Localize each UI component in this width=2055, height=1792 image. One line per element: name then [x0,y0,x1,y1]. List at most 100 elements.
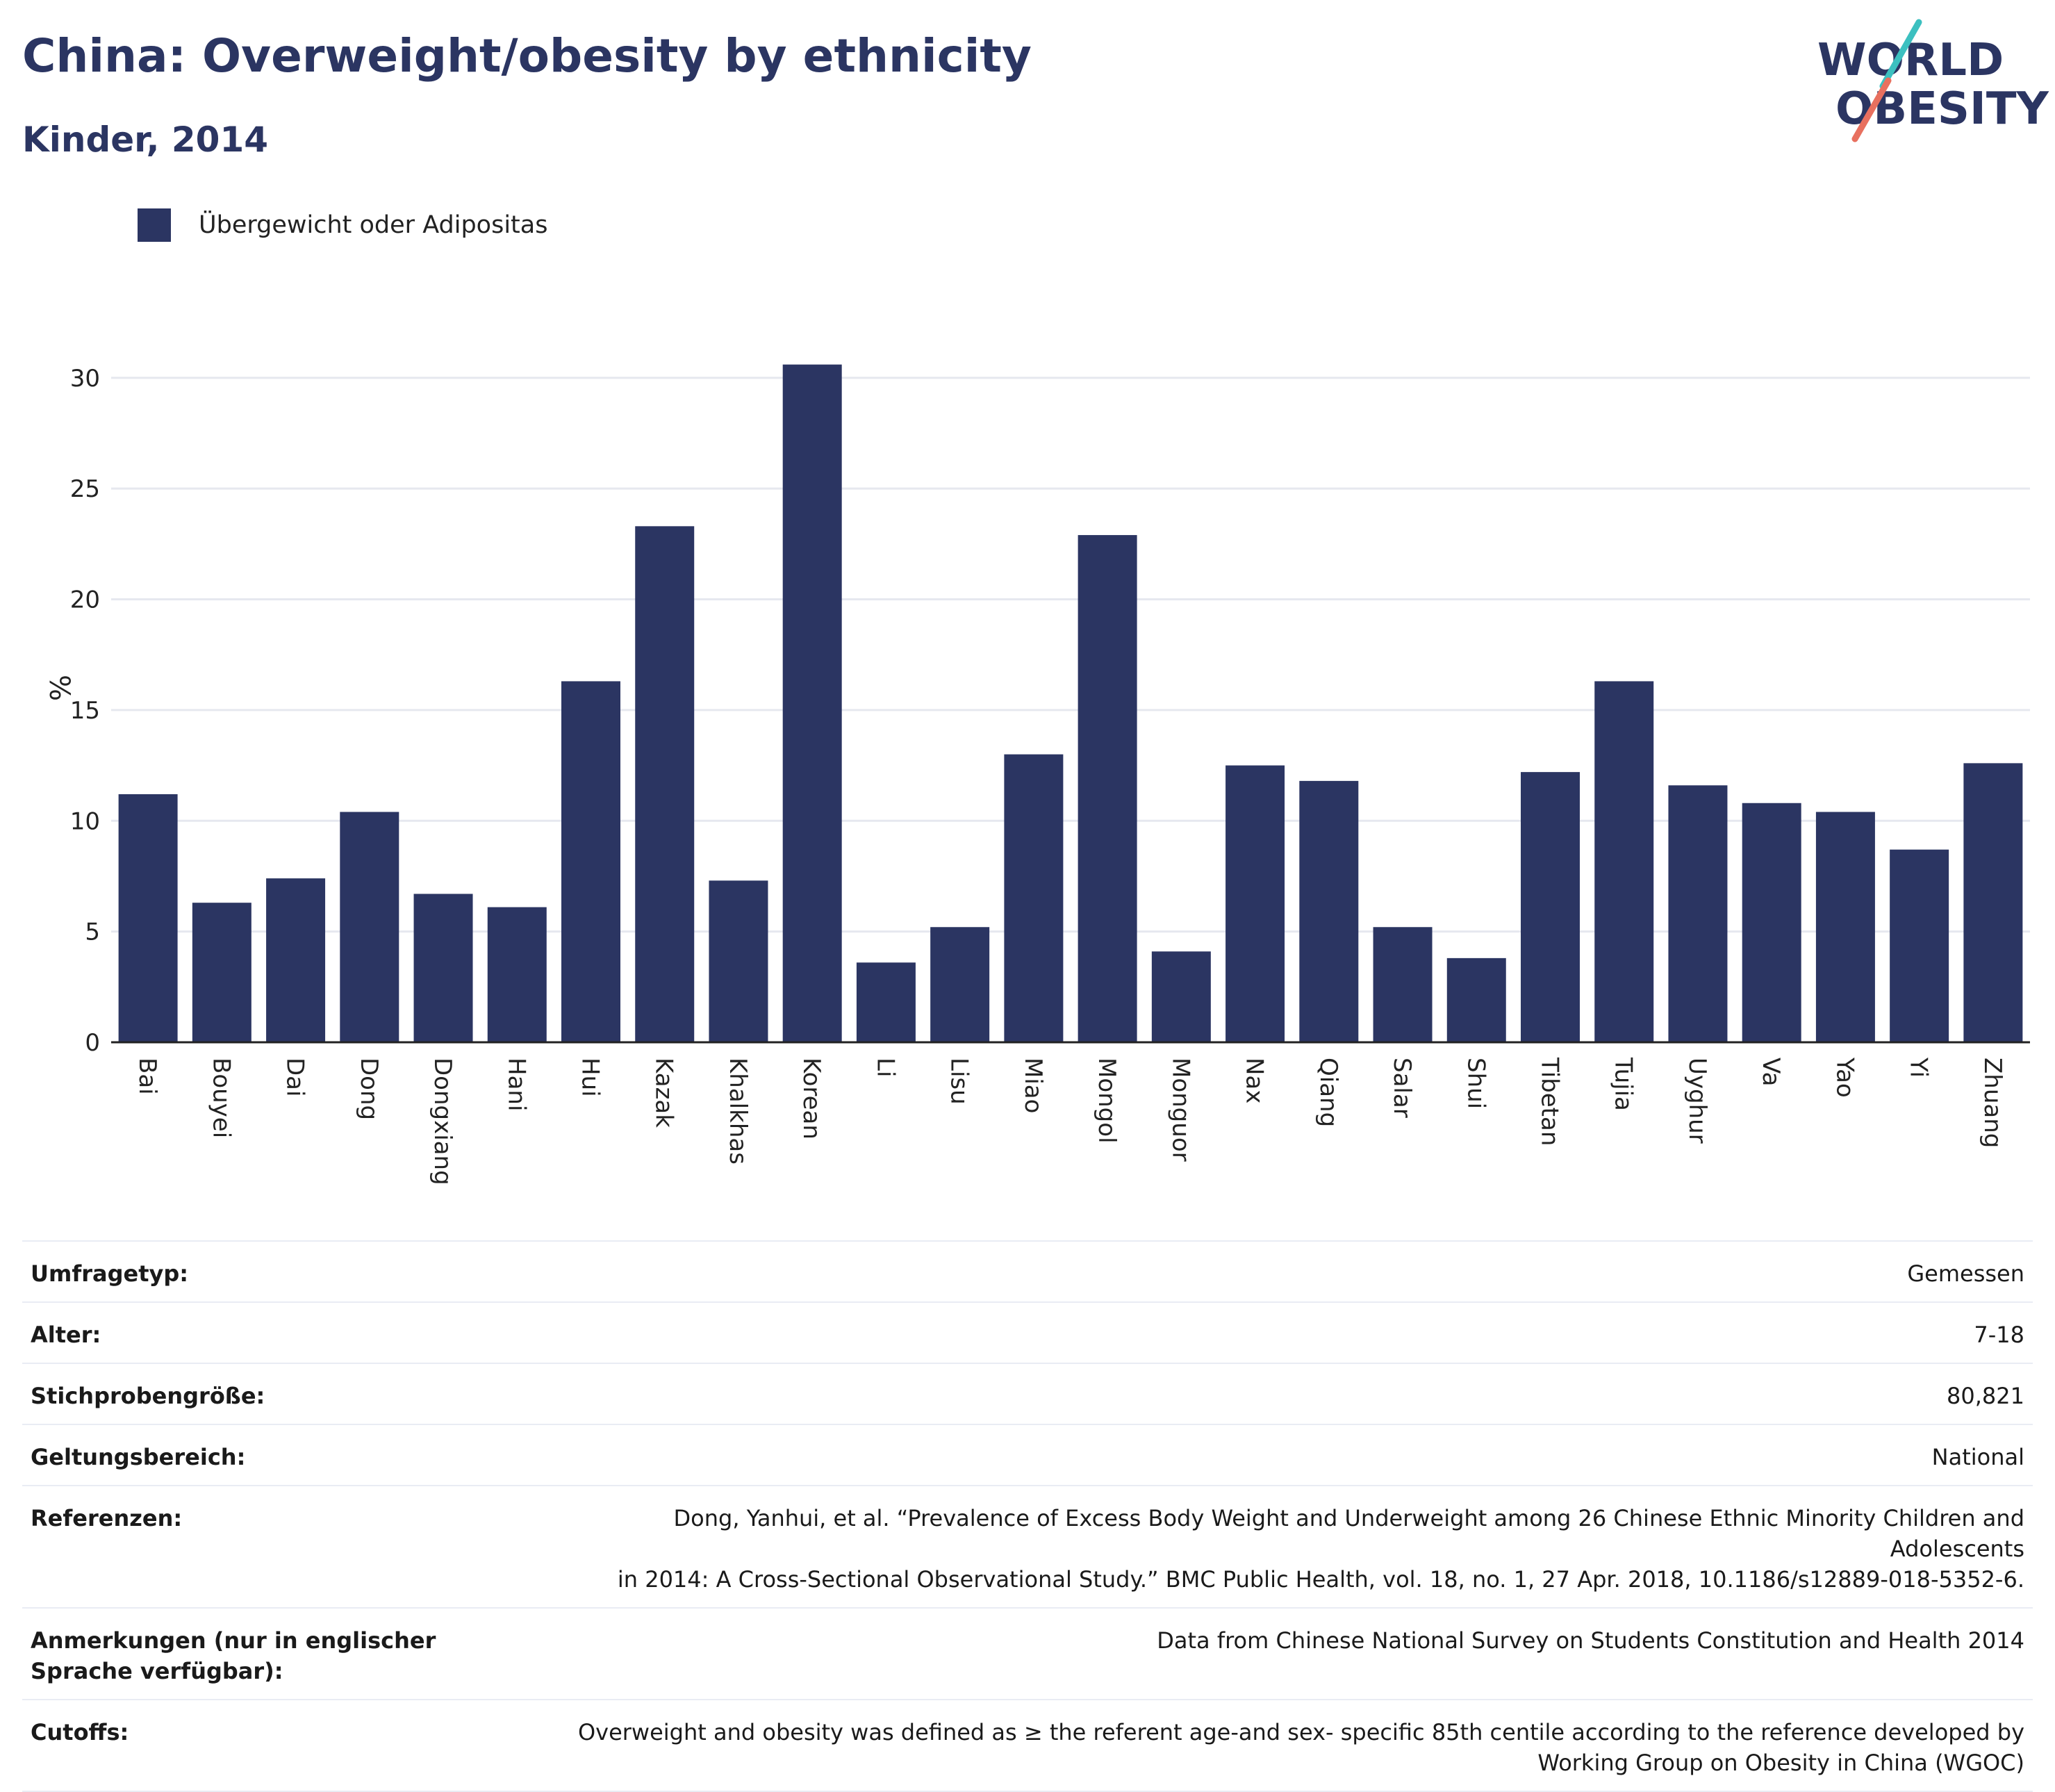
bar [930,927,990,1042]
meta-row: Referenzen: Dong, Yanhui, et al. “Prevale… [22,1485,2033,1609]
world-obesity-logo: WORLD OBESITY [1817,19,2049,142]
y-axis-label: % [43,675,75,701]
bar [561,681,620,1042]
meta-value-line: Data from Chinese National Survey on Stu… [1157,1627,2024,1654]
x-tick-label: Bai [133,1058,161,1095]
x-tick-label: Uyghur [1683,1058,1711,1144]
meta-value: Dong, Yanhui, et al. “Prevalence of Exce… [539,1485,2033,1609]
bar [1004,754,1064,1042]
meta-row: Anmerkungen (nur in englischer Sprache v… [22,1607,2033,1700]
meta-row: Alter: 7-18 [22,1301,2033,1364]
bar [192,903,251,1042]
x-tick-label: Miao [1019,1058,1047,1113]
logo-line-2: OBESITY [1835,83,2049,135]
bar [1078,535,1137,1042]
bar [635,526,695,1042]
x-tick-label: Tujia [1610,1057,1637,1111]
bar [1742,803,1801,1042]
y-tick-label: 0 [85,1029,100,1057]
meta-row: Umfragetyp: Gemessen [22,1240,2033,1303]
bar-chart: 0 5 10 15 20 25 30% Bai Bouyei Dai Dong Dongxiang Ha… [43,364,2030,1185]
x-tick-label: Monguor [1166,1058,1194,1162]
bar [1890,849,1949,1042]
meta-value-line: in 2014: A Cross-Sectional Observational… [617,1566,2024,1593]
logo-slash-teal [1879,19,1922,90]
y-tick-label: 30 [70,365,100,393]
bar [1521,772,1580,1042]
meta-value-line: Gemessen [1907,1260,2024,1287]
x-tick-label: Nax [1241,1058,1269,1103]
x-tick-label: Va [1757,1058,1785,1086]
survey-metadata-table: Umfragetyp: Gemessen Alter: 7-18 Stichproben… [22,1240,2033,1792]
bar [1815,812,1875,1042]
x-tick-label: Yi [1905,1057,1933,1078]
legend-label: Übergewicht oder Adipositas [199,211,548,239]
bar [1963,763,2023,1042]
meta-value: 80,821 [539,1363,2033,1425]
bar [782,364,842,1042]
x-tick-label: Zhuang [1979,1058,2006,1148]
meta-value: 7-18 [539,1301,2033,1364]
bar [413,894,473,1042]
meta-value-line: Working Group on Obesity in China (WGOC) [1537,1750,2024,1776]
bar [340,812,399,1042]
y-tick-label: 25 [70,475,100,503]
meta-value: Gemessen [539,1240,2033,1303]
legend: Übergewicht oder Adipositas [138,206,547,245]
meta-value: Overweight and obesity was defined as ≥ … [539,1699,2033,1792]
y-tick-label: 5 [85,919,100,946]
x-tick-label: Korean [798,1058,825,1140]
x-tick-label: Shui [1462,1058,1489,1109]
meta-value: Data from Chinese National Survey on Stu… [539,1607,2033,1700]
meta-value-line: 80,821 [1947,1383,2024,1409]
meta-value-line: Dong, Yanhui, et al. “Prevalence of Exce… [673,1505,2024,1562]
meta-row: Stichprobengröße: 80,821 [22,1363,2033,1425]
x-tick-label: Yao [1831,1057,1858,1098]
bar [1668,785,1728,1042]
bar [487,907,547,1042]
bar [1225,765,1285,1042]
meta-value-line: National [1931,1444,2024,1470]
y-tick-label: 10 [70,807,100,835]
x-tick-label: Lisu [946,1058,973,1105]
bar [709,880,768,1042]
chart-subtitle: Kinder, 2014 [22,120,269,160]
bar [1594,681,1654,1042]
x-tick-label: Qiang [1314,1058,1342,1127]
logo-line-1: WORLD [1817,35,2004,86]
meta-row: Geltungsbereich: National [22,1424,2033,1486]
y-tick-label: 20 [70,586,100,614]
x-tick-label: Hani [502,1058,530,1111]
x-tick-label: Salar [1388,1058,1416,1118]
meta-key: Alter: [22,1301,539,1364]
logo-slash-red [1851,77,1892,142]
bar [1373,927,1433,1042]
bar [1151,951,1211,1042]
meta-row: Cutoffs: Overweight and obesity was defin… [22,1699,2033,1792]
meta-key: Geltungsbereich: [22,1424,539,1486]
x-tick-label: Bouyei [207,1058,235,1138]
meta-key: Cutoffs: [22,1699,539,1792]
chart-title: China: Overweight/obesity by ethnicity [22,29,1032,83]
meta-key: Stichprobengröße: [22,1363,539,1425]
bar [1446,957,1506,1042]
bar [856,962,916,1042]
bar [118,794,178,1042]
y-tick-label: 15 [70,697,100,725]
x-tick-label: Hui [577,1058,604,1097]
x-tick-label: Dongxiang [429,1058,456,1185]
meta-value-line: 7-18 [1974,1322,2024,1348]
bar [1299,780,1359,1042]
x-tick-label: Dong [355,1058,383,1120]
bar [266,878,326,1042]
x-tick-label: Dai [281,1058,309,1096]
x-tick-label: Khalkhas [724,1058,752,1165]
legend-swatch [138,208,171,242]
x-tick-label: Li [871,1058,899,1077]
x-tick-label: Kazak [650,1058,678,1128]
meta-key: Umfragetyp: [22,1240,539,1303]
x-tick-label: Tibetan [1536,1057,1564,1146]
meta-value-line: Overweight and obesity was defined as ≥ … [577,1719,2024,1745]
meta-value: National [539,1424,2033,1486]
meta-key: Referenzen: [22,1485,539,1609]
